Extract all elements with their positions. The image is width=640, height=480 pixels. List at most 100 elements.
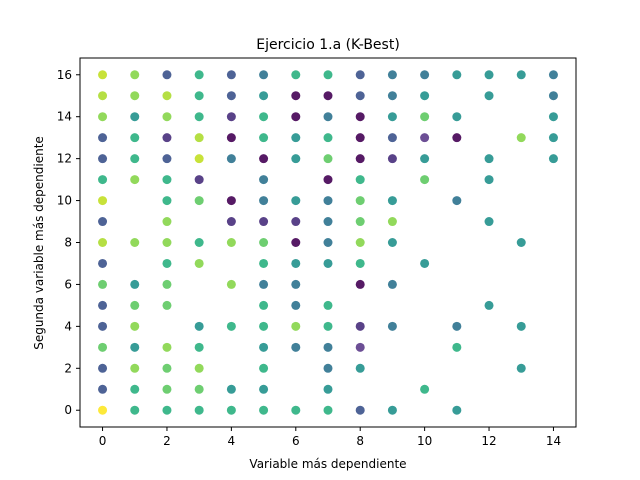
data-point <box>226 238 236 247</box>
data-point <box>226 133 236 143</box>
data-point <box>98 70 108 80</box>
data-point <box>420 154 430 164</box>
data-point <box>387 217 397 227</box>
data-point <box>420 112 430 122</box>
data-point <box>420 384 430 394</box>
data-point <box>516 238 526 247</box>
x-tick-label: 12 <box>481 434 496 448</box>
data-point <box>452 133 462 143</box>
data-point <box>452 196 462 206</box>
data-point <box>98 279 108 289</box>
data-point <box>387 70 397 80</box>
data-point <box>259 217 269 227</box>
data-point <box>355 70 365 80</box>
data-point <box>291 154 301 164</box>
data-point <box>194 321 204 331</box>
y-tick-label: 4 <box>64 319 72 333</box>
data-point <box>420 175 430 185</box>
data-point <box>387 238 397 247</box>
data-point <box>226 112 236 122</box>
data-point <box>194 258 204 268</box>
data-point <box>291 258 301 268</box>
x-axis-title: Variable más dependiente <box>249 457 406 471</box>
data-point <box>420 258 430 268</box>
data-point <box>98 405 108 415</box>
data-point <box>130 238 140 247</box>
x-tick-label: 8 <box>356 434 364 448</box>
data-point <box>194 384 204 394</box>
data-point <box>259 133 269 143</box>
data-point <box>387 196 397 206</box>
plot-frame <box>79 57 577 428</box>
data-point <box>98 384 108 394</box>
y-tick-label: 0 <box>64 403 72 417</box>
data-point <box>484 91 494 101</box>
data-point <box>162 238 172 247</box>
data-point <box>355 91 365 101</box>
data-point <box>291 133 301 143</box>
y-tick-label: 12 <box>57 152 72 166</box>
data-point <box>98 133 108 143</box>
data-point <box>387 405 397 415</box>
data-point <box>194 91 204 101</box>
data-point <box>226 70 236 80</box>
data-point <box>162 112 172 122</box>
data-point <box>98 196 108 206</box>
data-point <box>130 384 140 394</box>
data-point <box>484 300 494 310</box>
data-point <box>291 405 301 415</box>
data-point <box>355 238 365 247</box>
data-point <box>130 405 140 415</box>
data-point <box>259 342 269 352</box>
data-point <box>130 279 140 289</box>
data-point <box>226 154 236 164</box>
data-point <box>194 238 204 247</box>
data-point <box>162 70 172 80</box>
data-point <box>355 405 365 415</box>
data-point <box>323 175 333 185</box>
data-point <box>259 363 269 373</box>
data-point <box>259 196 269 206</box>
data-point <box>130 175 140 185</box>
data-point <box>355 133 365 143</box>
data-point <box>323 154 333 164</box>
data-point <box>98 363 108 373</box>
data-point <box>130 363 140 373</box>
data-point <box>291 196 301 206</box>
data-point <box>291 70 301 80</box>
data-point <box>323 300 333 310</box>
y-tick-label: 16 <box>57 68 72 82</box>
data-point <box>259 384 269 394</box>
data-point <box>98 154 108 164</box>
data-point <box>226 405 236 415</box>
data-point <box>130 133 140 143</box>
data-point <box>259 405 269 415</box>
data-point <box>516 133 526 143</box>
data-point <box>194 154 204 164</box>
data-point <box>162 91 172 101</box>
data-point <box>323 91 333 101</box>
data-point <box>291 300 301 310</box>
x-tick-label: 4 <box>228 434 236 448</box>
data-point <box>548 154 558 164</box>
data-point <box>162 300 172 310</box>
data-point <box>355 112 365 122</box>
data-point <box>484 175 494 185</box>
data-point <box>98 321 108 331</box>
data-point <box>291 321 301 331</box>
data-point <box>291 342 301 352</box>
data-point <box>259 70 269 80</box>
data-point <box>323 258 333 268</box>
y-tick-label: 10 <box>57 194 72 208</box>
data-point <box>162 342 172 352</box>
data-point <box>226 196 236 206</box>
data-point <box>420 70 430 80</box>
data-point <box>387 279 397 289</box>
data-point <box>259 258 269 268</box>
data-point <box>98 342 108 352</box>
points-layer <box>98 70 558 415</box>
data-point <box>226 384 236 394</box>
data-point <box>355 279 365 289</box>
data-point <box>162 133 172 143</box>
data-point <box>226 279 236 289</box>
